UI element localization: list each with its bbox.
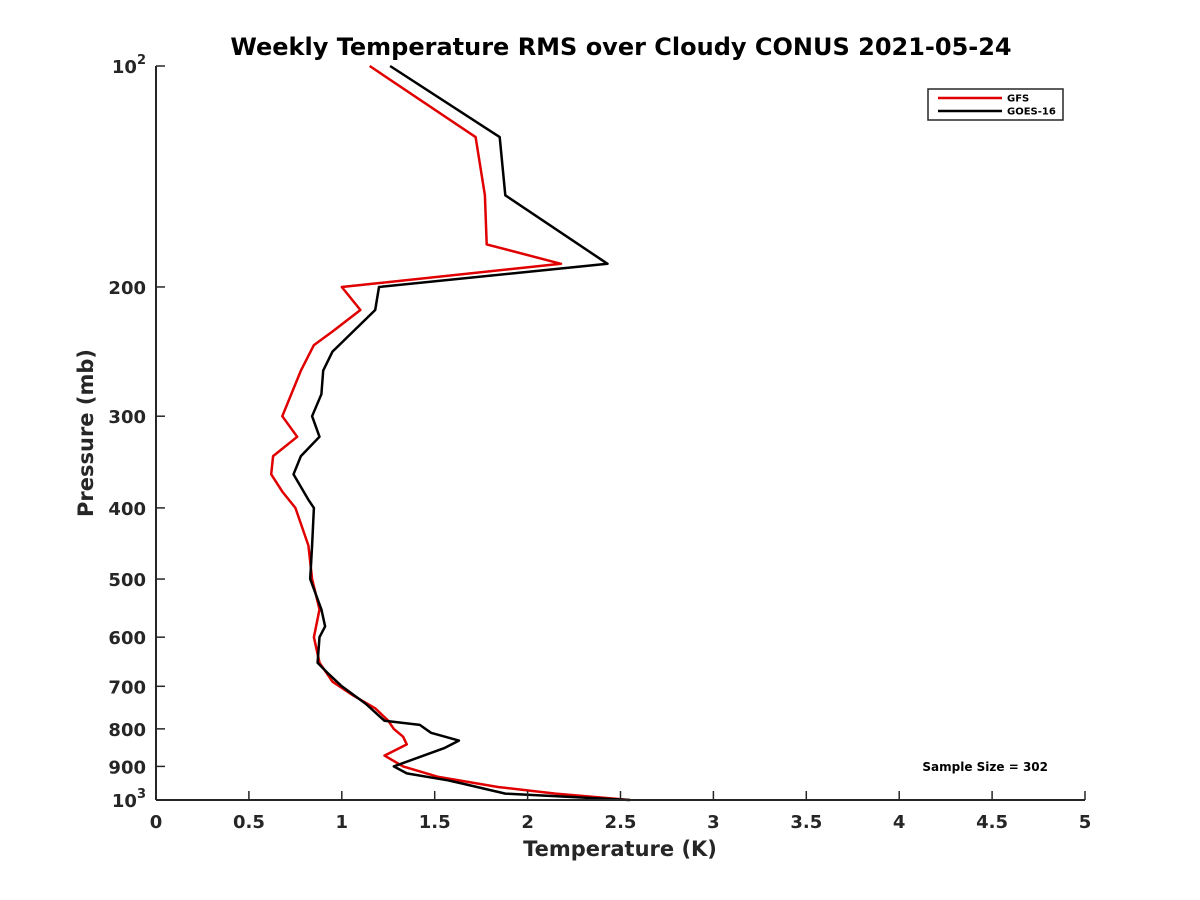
x-axis-label: Temperature (K) [523, 837, 717, 861]
series-line-gfs [269, 64, 630, 802]
x-tick-label: 4.5 [976, 812, 1008, 833]
x-tick-label: 0 [150, 812, 163, 833]
chart-title: Weekly Temperature RMS over Cloudy CONUS… [230, 33, 1011, 61]
y-tick-label: 200 [108, 278, 146, 299]
y-tick-label: 102 [112, 53, 146, 78]
x-tick-label: 5 [1079, 812, 1092, 833]
x-tick-label: 0.5 [233, 812, 265, 833]
x-tick-label: 2 [521, 812, 534, 833]
y-tick-label: 103 [112, 787, 146, 812]
y-ticks: 102 200 300 400 500 600 700 800 900 103 [108, 53, 165, 812]
legend-label-gfs: GFS [1007, 94, 1029, 105]
x-tick-label: 3 [707, 812, 720, 833]
x-tick-label: 1 [336, 812, 349, 833]
y-tick-label: 600 [108, 628, 146, 649]
y-tick-label: 500 [108, 570, 146, 591]
y-tick-label: 800 [108, 720, 146, 741]
series-lines [269, 64, 630, 802]
y-tick-label: 700 [108, 677, 146, 698]
x-tick-label: 2.5 [605, 812, 637, 833]
y-tick-label: 400 [108, 499, 146, 520]
legend-label-goes-16: GOES-16 [1007, 107, 1056, 118]
legend-box [927, 88, 1064, 121]
x-tick-label: 3.5 [790, 812, 822, 833]
sample-size-annotation: Sample Size = 302 [922, 760, 1048, 774]
y-axis-label: Pressure (mb) [74, 349, 98, 517]
y-tick-label: 300 [108, 407, 146, 428]
x-tick-label: 4 [893, 812, 906, 833]
x-ticks: 0 0.5 1 1.5 2 2.5 3 3.5 4 4.5 5 [150, 791, 1092, 833]
legend: GFS GOES-16 [927, 88, 1064, 121]
x-tick-label: 1.5 [419, 812, 451, 833]
series-line-goes-16 [292, 64, 630, 802]
y-tick-label: 900 [108, 757, 146, 778]
